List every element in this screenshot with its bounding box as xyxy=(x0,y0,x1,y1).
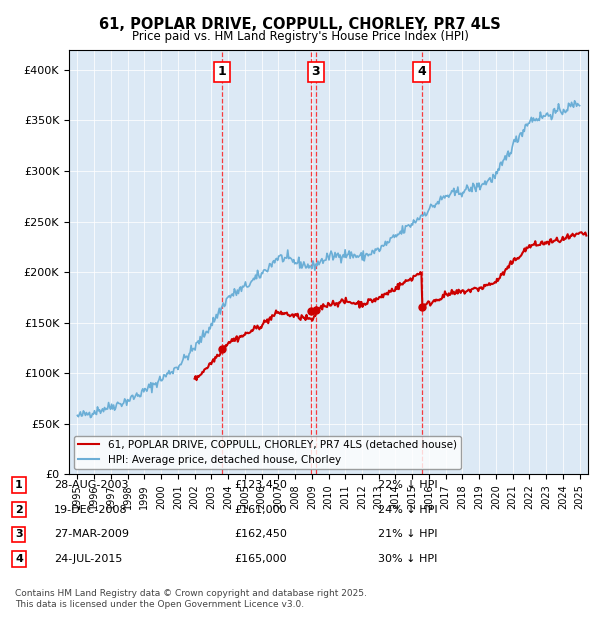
Text: £161,000: £161,000 xyxy=(234,505,287,515)
Text: 4: 4 xyxy=(15,554,23,564)
Text: £165,000: £165,000 xyxy=(234,554,287,564)
Text: 1: 1 xyxy=(218,65,227,78)
Text: 30% ↓ HPI: 30% ↓ HPI xyxy=(378,554,437,564)
Text: 1: 1 xyxy=(15,480,23,490)
Text: 19-DEC-2008: 19-DEC-2008 xyxy=(54,505,128,515)
Text: Price paid vs. HM Land Registry's House Price Index (HPI): Price paid vs. HM Land Registry's House … xyxy=(131,30,469,43)
Text: 28-AUG-2003: 28-AUG-2003 xyxy=(54,480,128,490)
Text: £123,450: £123,450 xyxy=(234,480,287,490)
Text: 22% ↓ HPI: 22% ↓ HPI xyxy=(378,480,437,490)
Text: Contains HM Land Registry data © Crown copyright and database right 2025.
This d: Contains HM Land Registry data © Crown c… xyxy=(15,590,367,609)
Text: 3: 3 xyxy=(311,65,320,78)
Text: 24-JUL-2015: 24-JUL-2015 xyxy=(54,554,122,564)
Text: 61, POPLAR DRIVE, COPPULL, CHORLEY, PR7 4LS: 61, POPLAR DRIVE, COPPULL, CHORLEY, PR7 … xyxy=(99,17,501,32)
Text: 4: 4 xyxy=(417,65,426,78)
Text: 21% ↓ HPI: 21% ↓ HPI xyxy=(378,529,437,539)
Text: 24% ↓ HPI: 24% ↓ HPI xyxy=(378,505,437,515)
Text: £162,450: £162,450 xyxy=(234,529,287,539)
Legend: 61, POPLAR DRIVE, COPPULL, CHORLEY, PR7 4LS (detached house), HPI: Average price: 61, POPLAR DRIVE, COPPULL, CHORLEY, PR7 … xyxy=(74,435,461,469)
Text: 27-MAR-2009: 27-MAR-2009 xyxy=(54,529,129,539)
Text: 3: 3 xyxy=(15,529,23,539)
Text: 2: 2 xyxy=(15,505,23,515)
